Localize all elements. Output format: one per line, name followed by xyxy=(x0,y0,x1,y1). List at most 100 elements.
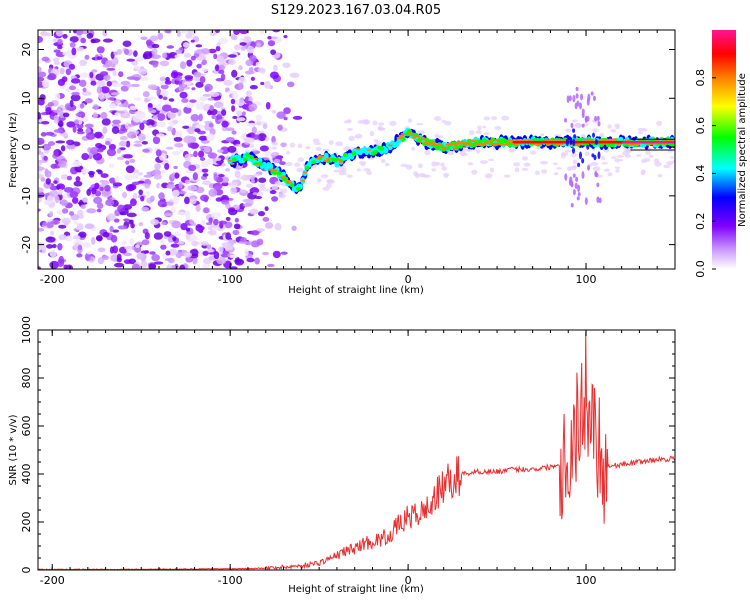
spectral-track-mark xyxy=(577,137,583,142)
noise-speckle xyxy=(289,142,296,148)
spectral-track-mark xyxy=(249,155,254,160)
noise-speckle xyxy=(81,168,90,174)
noise-speckle xyxy=(132,115,142,123)
noise-speckle xyxy=(114,175,120,183)
noise-speckle xyxy=(94,182,100,190)
spectral-track-mark xyxy=(407,132,412,135)
noise-speckle xyxy=(62,33,68,39)
noise-speckle xyxy=(147,96,157,101)
noise-speckle xyxy=(583,123,589,127)
noise-speckle xyxy=(243,137,252,142)
spike-mark xyxy=(570,202,574,208)
noise-speckle xyxy=(140,195,145,202)
noise-speckle xyxy=(643,157,651,162)
noise-speckle xyxy=(102,38,113,43)
noise-speckle xyxy=(38,227,45,232)
noise-speckle xyxy=(229,254,238,259)
y-tick-label: 1000 xyxy=(20,316,33,344)
noise-speckle xyxy=(249,54,257,62)
noise-speckle xyxy=(494,125,502,131)
noise-speckle xyxy=(65,68,72,76)
x-tick-label: 0 xyxy=(405,273,412,286)
noise-speckle xyxy=(250,230,260,236)
noise-speckle xyxy=(196,63,202,69)
noise-speckle xyxy=(111,126,120,134)
noise-speckle xyxy=(523,162,531,167)
noise-speckle xyxy=(669,156,675,159)
noise-speckle xyxy=(338,171,347,176)
noise-speckle xyxy=(174,54,181,59)
noise-speckle xyxy=(172,189,180,197)
noise-speckle xyxy=(151,48,158,56)
noise-speckle xyxy=(91,187,97,195)
noise-speckle xyxy=(245,90,252,97)
noise-speckle xyxy=(123,218,130,222)
noise-speckle xyxy=(216,113,223,121)
noise-speckle xyxy=(250,76,256,81)
noise-speckle xyxy=(182,125,190,129)
noise-speckle xyxy=(279,188,288,194)
noise-speckle xyxy=(144,250,150,254)
noise-speckle xyxy=(213,251,220,260)
noise-speckle xyxy=(102,30,108,37)
noise-speckle xyxy=(126,212,137,218)
noise-speckle xyxy=(208,248,215,253)
spike-mark xyxy=(572,94,576,103)
noise-speckle xyxy=(514,167,520,173)
noise-speckle xyxy=(479,160,488,164)
noise-speckle xyxy=(121,240,127,245)
spectral-track-mark xyxy=(443,146,449,149)
noise-speckle xyxy=(64,103,71,111)
noise-speckle xyxy=(218,246,224,253)
noise-speckle xyxy=(205,222,213,226)
noise-speckle xyxy=(215,45,221,52)
spectral-track-mark xyxy=(548,139,553,142)
noise-speckle xyxy=(199,157,206,161)
noise-speckle xyxy=(60,145,66,152)
noise-speckle xyxy=(116,253,122,261)
x-tick-label: 0 xyxy=(405,574,412,587)
noise-speckle xyxy=(269,71,279,79)
noise-speckle xyxy=(214,157,222,161)
noise-speckle xyxy=(572,165,577,169)
noise-speckle xyxy=(230,186,237,195)
noise-speckle xyxy=(447,151,454,156)
noise-speckle xyxy=(333,169,340,173)
noise-speckle xyxy=(152,60,159,68)
noise-speckle xyxy=(160,244,167,250)
spectral-track-mark xyxy=(582,138,588,141)
noise-speckle xyxy=(40,31,49,37)
noise-speckle xyxy=(283,116,288,121)
spectral-track-mark xyxy=(311,160,316,165)
spectral-track-mark xyxy=(387,144,393,147)
noise-speckle xyxy=(556,167,562,170)
noise-speckle xyxy=(167,126,174,132)
noise-speckle xyxy=(99,186,104,192)
noise-speckle xyxy=(257,67,266,73)
noise-speckle xyxy=(182,42,190,48)
spike-mark xyxy=(579,102,583,110)
noise-speckle xyxy=(464,148,470,152)
noise-speckle xyxy=(616,155,625,158)
noise-speckle xyxy=(189,219,194,225)
noise-speckle xyxy=(71,47,77,56)
spike-mark xyxy=(593,154,597,161)
noise-speckle xyxy=(53,129,64,133)
snr-x-label: Height of straight line (km) xyxy=(288,584,424,595)
noise-speckle xyxy=(204,83,213,92)
noise-speckle xyxy=(134,169,139,174)
noise-speckle xyxy=(216,110,223,115)
noise-speckle xyxy=(68,85,77,91)
noise-speckle xyxy=(123,154,133,159)
spike-mark xyxy=(568,95,572,102)
noise-speckle xyxy=(490,116,498,121)
noise-speckle xyxy=(131,263,141,269)
spectrogram-frame xyxy=(37,29,676,270)
noise-speckle xyxy=(133,76,140,81)
noise-speckle xyxy=(592,128,599,133)
spectral-track-mark xyxy=(296,186,301,191)
spike-mark xyxy=(598,197,602,204)
spike-mark xyxy=(572,189,576,196)
noise-speckle xyxy=(79,103,85,109)
spectrogram-y-label: Frequency (Hz) xyxy=(8,112,19,188)
